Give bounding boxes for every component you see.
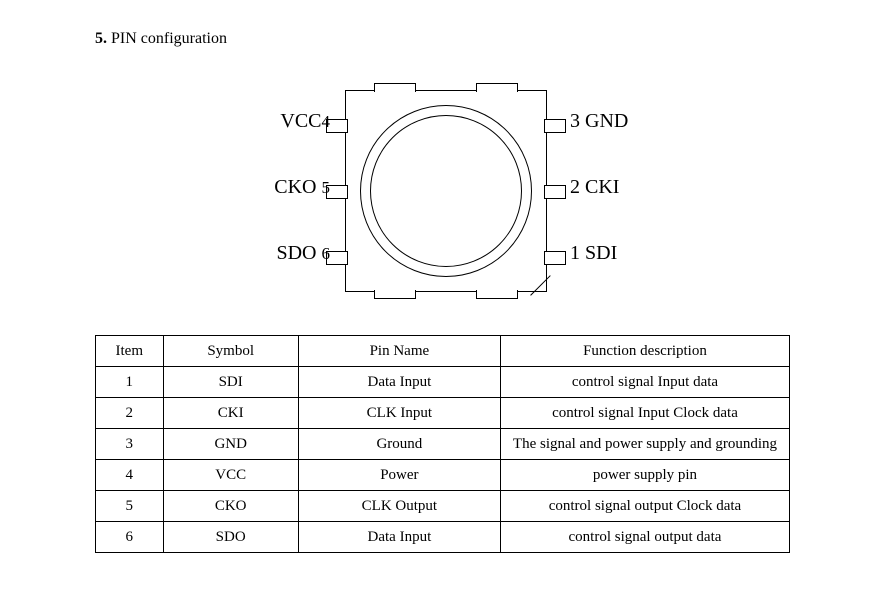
cell-pinname: Data Input: [298, 367, 500, 398]
chip-tab: [374, 290, 416, 299]
pin1-notch: [530, 275, 570, 315]
pin-name: GND: [585, 110, 628, 132]
pin-number: 6: [322, 244, 331, 263]
table-row: 3 GND Ground The signal and power supply…: [96, 429, 790, 460]
pin-pad: [544, 185, 566, 199]
pin-pad: [544, 251, 566, 265]
pin-label-cko: CKO 5: [240, 176, 330, 199]
cell-item: 1: [96, 367, 164, 398]
cell-item: 5: [96, 491, 164, 522]
col-header-symbol: Symbol: [163, 336, 298, 367]
pin-configuration-table: Item Symbol Pin Name Function descriptio…: [95, 335, 790, 553]
cell-symbol: CKI: [163, 398, 298, 429]
table-header-row: Item Symbol Pin Name Function descriptio…: [96, 336, 790, 367]
pin-number: 2: [570, 176, 580, 198]
table-row: 5 CKO CLK Output control signal output C…: [96, 491, 790, 522]
cell-func: The signal and power supply and groundin…: [500, 429, 789, 460]
table-row: 4 VCC Power power supply pin: [96, 460, 790, 491]
cell-pinname: Data Input: [298, 522, 500, 553]
cell-symbol: CKO: [163, 491, 298, 522]
col-header-function: Function description: [500, 336, 789, 367]
pin-label-sdi: 1 SDI: [570, 242, 617, 265]
chip-tab: [476, 290, 518, 299]
pin-diagram: VCC4 CKO 5 SDO 6 3 GND 2 CKI 1 SDI: [240, 80, 640, 300]
pin-label-cki: 2 CKI: [570, 176, 619, 199]
pin-label-gnd: 3 GND: [570, 110, 628, 133]
pin-number: 5: [322, 178, 331, 197]
section-heading: 5. PIN configuration: [95, 30, 227, 48]
cell-func: control signal Input data: [500, 367, 789, 398]
pin-name: CKI: [585, 176, 619, 198]
section-title-text: PIN configuration: [111, 30, 227, 47]
table-body: 1 SDI Data Input control signal Input da…: [96, 367, 790, 553]
table-row: 2 CKI CLK Input control signal Input Clo…: [96, 398, 790, 429]
cell-pinname: Power: [298, 460, 500, 491]
cell-item: 3: [96, 429, 164, 460]
cell-func: control signal output data: [500, 522, 789, 553]
cell-pinname: CLK Output: [298, 491, 500, 522]
pin-label-sdo: SDO 6: [240, 242, 330, 265]
chip-tab: [476, 83, 518, 92]
cell-func: control signal Input Clock data: [500, 398, 789, 429]
chip-tab: [374, 83, 416, 92]
cell-pinname: CLK Input: [298, 398, 500, 429]
col-header-pinname: Pin Name: [298, 336, 500, 367]
section-number: 5.: [95, 30, 107, 47]
pin-label-vcc: VCC4: [240, 110, 330, 133]
cell-symbol: SDI: [163, 367, 298, 398]
cell-func: power supply pin: [500, 460, 789, 491]
pin-name: CKO: [274, 176, 316, 198]
cell-item: 4: [96, 460, 164, 491]
pin-name: SDO: [276, 242, 316, 264]
cell-pinname: Ground: [298, 429, 500, 460]
pin-name: VCC: [280, 110, 321, 132]
cell-item: 2: [96, 398, 164, 429]
lens-inner-circle: [370, 115, 522, 267]
cell-func: control signal output Clock data: [500, 491, 789, 522]
cell-symbol: VCC: [163, 460, 298, 491]
table-row: 1 SDI Data Input control signal Input da…: [96, 367, 790, 398]
pin-pad: [544, 119, 566, 133]
pin-number: 4: [322, 112, 331, 131]
pin-name: SDI: [585, 242, 617, 264]
cell-symbol: GND: [163, 429, 298, 460]
pin-number: 1: [570, 242, 580, 264]
cell-symbol: SDO: [163, 522, 298, 553]
table-row: 6 SDO Data Input control signal output d…: [96, 522, 790, 553]
col-header-item: Item: [96, 336, 164, 367]
pin-number: 3: [570, 110, 580, 132]
cell-item: 6: [96, 522, 164, 553]
